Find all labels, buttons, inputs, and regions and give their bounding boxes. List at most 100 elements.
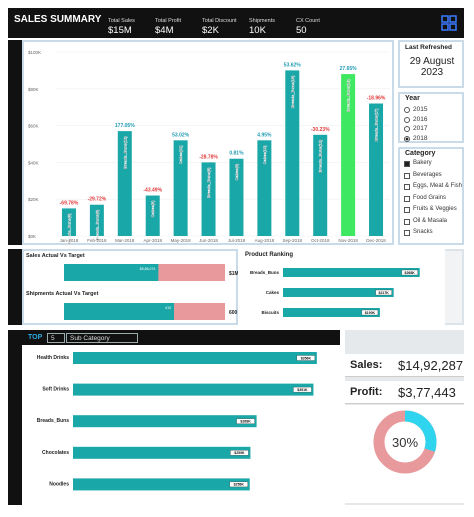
top-value: $356K (301, 356, 312, 360)
x-tick-label: Apr-2018 (143, 238, 162, 243)
actual-bar (64, 303, 175, 320)
bar-label: Breads_Buns(12) (122, 135, 127, 169)
kpi-card-value: $14,92,287 (398, 358, 464, 373)
value-badge (236, 418, 255, 424)
x-tick-label: Nov-2018 (338, 238, 358, 243)
top-n-dropdown[interactable]: 5 (47, 333, 65, 343)
category-option[interactable]: Food Grains (413, 194, 447, 201)
year-option[interactable]: 2016 (413, 115, 428, 123)
kpi-card-label: Profit: (350, 386, 383, 398)
ranking-value: $217K (379, 291, 390, 295)
menu-icon[interactable] (441, 15, 457, 31)
refresh-card: Last Refreshed 29 August 2023 (398, 40, 464, 88)
refresh-title: Last Refreshed (405, 44, 452, 51)
top-bar (73, 478, 250, 491)
product-ranking: Product Ranking Breads_Buns $268K Cakes $217… (241, 249, 445, 325)
top-value: $259K (234, 451, 245, 455)
value-badge (296, 355, 316, 361)
bar-label: Breads_Buns(8) (206, 167, 211, 198)
checkbox[interactable] (404, 195, 410, 202)
x-tick-label: Sep-2018 (283, 238, 303, 243)
year-option[interactable]: 2017 (413, 125, 428, 132)
bar (313, 134, 328, 236)
growth-label: 53.02% (172, 132, 190, 138)
value-badge (375, 289, 392, 296)
growth-label: 0.81% (229, 151, 244, 157)
checkbox[interactable] (404, 161, 410, 167)
kpi-value: $4M (155, 25, 174, 36)
top-bar (73, 352, 317, 364)
checkbox[interactable] (404, 207, 410, 213)
target-title: Sales Actual Vs Target (26, 253, 85, 259)
radio[interactable] (404, 126, 410, 132)
bar (61, 208, 76, 236)
x-tick-label: Feb-2018 (87, 238, 107, 243)
checkbox[interactable] (404, 230, 410, 236)
category-title: Category (405, 150, 436, 157)
target-charts: Sales Actual Vs Target $5,86,074 $1M Shipme… (26, 253, 238, 320)
checkbox[interactable] (404, 218, 410, 225)
kpi-value: $15M (108, 25, 132, 36)
ranking-category: Biscuits (261, 310, 279, 315)
checkbox[interactable] (404, 184, 410, 190)
top-bar (73, 446, 251, 459)
bar-label: Cakes(8) (150, 200, 155, 217)
year-option[interactable]: 2015 (413, 106, 428, 113)
bar (285, 70, 300, 237)
y-tick-label: $60K (28, 124, 39, 129)
kpi-card (345, 354, 464, 377)
value-badge (401, 269, 418, 276)
target-label: 600 (229, 310, 238, 316)
top-category: Chocolates (42, 450, 69, 456)
bar-label: Breads_Buns(12) (318, 139, 323, 173)
x-tick-label: Mar-2018 (115, 238, 135, 243)
category-option[interactable]: Bakery (413, 160, 432, 166)
donut-segment (404, 410, 437, 452)
actual-label: $5,86,074 (140, 267, 156, 271)
checkbox[interactable] (404, 172, 410, 179)
top-category: Breads_Buns (37, 418, 69, 424)
radio[interactable] (404, 116, 410, 123)
growth-label: -18.96% (367, 96, 386, 102)
target-title: Shipments Actual Vs Target (26, 291, 99, 297)
target-label: $1M (229, 271, 238, 277)
bar-label: Breads_Buns(6) (66, 213, 71, 244)
kpi-card-label: Sales: (350, 359, 383, 371)
growth-label: 53.62% (284, 62, 302, 68)
bar (201, 162, 216, 236)
radio[interactable] (404, 107, 410, 113)
refresh-date: 29 August 2023 (409, 56, 455, 78)
value-badge (229, 481, 248, 488)
donut-chart: 30% (345, 405, 464, 503)
ranking-title: Product Ranking (245, 252, 293, 258)
bar-label: Cakes(11) (178, 145, 183, 164)
x-tick-label: Dec-2018 (366, 238, 386, 243)
y-tick-label: $100K (28, 50, 41, 55)
top-bar (73, 415, 257, 428)
bar-label: Breads_Buns(6) (94, 209, 99, 240)
growth-label: -43.49% (143, 188, 162, 194)
category-option[interactable]: Oil & Masala (413, 217, 448, 224)
dimension-dropdown[interactable]: Sub Category (66, 333, 138, 343)
x-tick-label: Jan-2018 (60, 238, 79, 243)
ranking-bar (283, 288, 394, 297)
growth-label: 4.95% (257, 132, 272, 138)
category-option[interactable]: Beverages (413, 171, 442, 178)
actual-bar (64, 264, 159, 281)
y-tick-label: $80K (28, 87, 39, 92)
bar-label: Cakes(8) (234, 163, 239, 180)
radio[interactable] (404, 135, 410, 142)
kpi-value: 50 (296, 25, 307, 36)
growth-label: -69.78% (60, 200, 79, 206)
kpi-label: Shipments (249, 18, 275, 24)
category-option[interactable]: Snacks (413, 229, 433, 235)
category-option[interactable]: Eggs, Meat & Fish (413, 183, 463, 189)
bar (173, 140, 188, 236)
top-bar (73, 383, 314, 396)
ranking-bar (283, 308, 380, 317)
category-option[interactable]: Fruits & Veggies (413, 206, 457, 212)
x-tick-label: Jul-2018 (228, 238, 246, 243)
year-option[interactable]: 2018 (413, 134, 428, 142)
growth-label: -29.72% (88, 197, 107, 203)
